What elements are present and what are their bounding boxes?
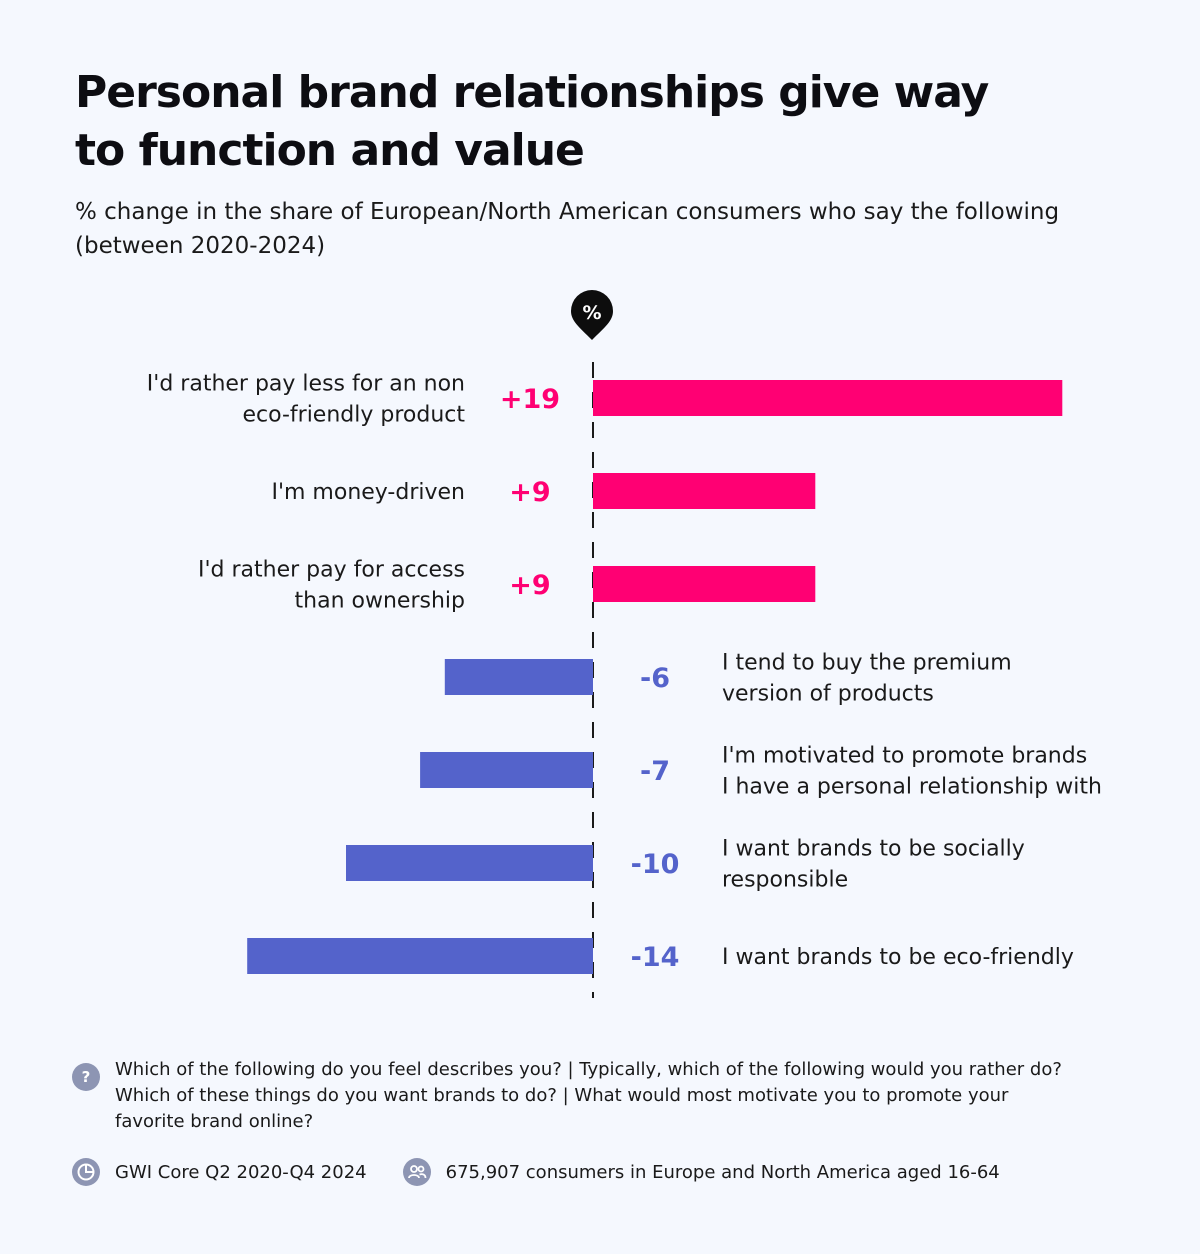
question-text: Which of the following do you feel descr…: [115, 1057, 1152, 1135]
subtitle-line-1: % change in the share of European/North …: [75, 199, 1060, 225]
source-text: GWI Core Q2 2020-Q4 2024: [115, 1161, 367, 1183]
category-label-5-0: I want brands to be socially: [722, 837, 1025, 862]
category-label-5-1: responsible: [722, 868, 848, 893]
pie-chart-icon: [72, 1158, 100, 1186]
category-label-4-0: I'm motivated to promote brands: [722, 744, 1087, 769]
category-label-3-0: I tend to buy the premium: [722, 651, 1012, 676]
bar-2: [593, 566, 816, 602]
bar-1: [593, 473, 816, 509]
subtitle-line-2: (between 2020-2024): [75, 233, 326, 259]
footer-questions: ? Which of the following do you feel des…: [72, 1057, 1152, 1135]
percent-marker-label: %: [582, 302, 601, 324]
question-icon: ?: [72, 1063, 100, 1091]
value-label-5: -10: [631, 849, 680, 880]
percent-marker: %: [571, 290, 613, 340]
value-label-2: +9: [509, 570, 550, 601]
value-label-3: -6: [640, 663, 670, 694]
diverging-bar-chart: % +19 I'd rather pay less for an non eco-f…: [147, 290, 1102, 998]
category-label-4-1: I have a personal relationship with: [722, 775, 1102, 800]
bar-3: [444, 659, 593, 695]
value-label-1: +9: [509, 477, 550, 508]
sample-text: 675,907 consumers in Europe and North Am…: [445, 1161, 1000, 1183]
question-line-1: Which of the following do you feel descr…: [115, 1059, 1062, 1080]
bar-6: [247, 938, 593, 974]
bars-group: +19 I'd rather pay less for an non eco-fri…: [147, 372, 1102, 974]
value-label-0: +19: [500, 384, 560, 415]
footer-source-row: GWI Core Q2 2020-Q4 2024 675,907 consume…: [72, 1157, 1000, 1187]
category-label-1-0: I'm money-driven: [271, 480, 465, 505]
bar-5: [346, 845, 593, 881]
people-icon: [402, 1158, 431, 1186]
percent-marker-pin-icon: [571, 290, 613, 340]
category-label-0-0: I'd rather pay less for an non: [147, 372, 465, 397]
chart-title: Personal brand relationships give way to…: [75, 64, 1075, 180]
title-line-1: Personal brand relationships give way: [75, 67, 989, 118]
category-label-2-1: than ownership: [295, 589, 465, 614]
bar-0: [593, 380, 1063, 416]
category-label-6-0: I want brands to be eco-friendly: [722, 945, 1074, 970]
chart-subtitle: % change in the share of European/North …: [75, 195, 1135, 263]
category-label-2-0: I'd rather pay for access: [198, 558, 465, 583]
category-label-0-1: eco-friendly product: [242, 403, 465, 428]
question-line-3: favorite brand online?: [115, 1111, 314, 1132]
bar-4: [420, 752, 593, 788]
value-label-6: -14: [631, 942, 680, 973]
title-line-2: to function and value: [75, 125, 585, 176]
value-label-4: -7: [640, 756, 670, 787]
category-label-3-1: version of products: [722, 682, 934, 707]
question-line-2: Which of these things do you want brands…: [115, 1085, 1009, 1106]
